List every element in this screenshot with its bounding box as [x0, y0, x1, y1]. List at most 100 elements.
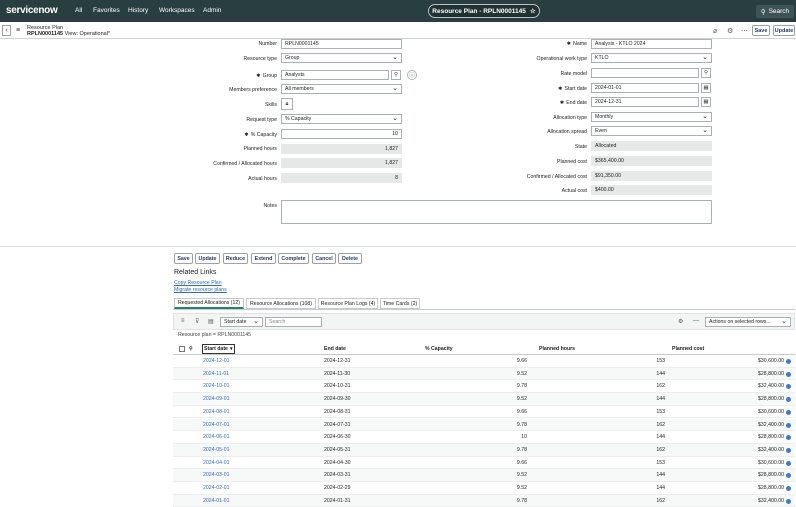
save-action-button[interactable]: Save	[174, 253, 193, 264]
nav-all[interactable]: All	[75, 7, 83, 14]
start-date-cell[interactable]: 2024-09-01	[203, 396, 230, 403]
currency-info-icon[interactable]	[786, 473, 791, 479]
nav-admin[interactable]: Admin	[203, 7, 222, 14]
search-field-select[interactable]: Start date	[220, 317, 263, 327]
column-header-planned-hours[interactable]: Planned hours	[539, 346, 576, 352]
column-search-icon[interactable]: ⚲	[189, 346, 193, 352]
end-date-field[interactable]: 2024-12-31	[591, 97, 699, 107]
tab-time-cards[interactable]: Time Cards (2)	[380, 298, 420, 309]
currency-info-icon[interactable]	[786, 498, 791, 504]
start-date-field[interactable]: 2024-01-01	[591, 83, 699, 93]
reduce-button[interactable]: Reduce	[223, 253, 248, 264]
start-date-cell[interactable]: 2024-01-01	[203, 497, 230, 504]
currency-info-icon[interactable]	[786, 359, 791, 364]
currency-info-icon[interactable]	[786, 422, 791, 428]
group-by-icon[interactable]: ▤	[208, 319, 214, 325]
nav-favorites[interactable]: Favorites	[93, 7, 120, 14]
nav-workspaces[interactable]: Workspaces	[159, 7, 195, 14]
settings-sliders-icon[interactable]: ⚙	[727, 28, 734, 35]
rate-model-search-icon[interactable]: ⚲	[701, 68, 711, 78]
table-row[interactable]: 2024-04-01 2024-04-30 9.66 153 $30,600.00	[173, 457, 795, 470]
table-row[interactable]: 2024-03-01 2024-03-31 9.52 144 $28,800.00	[173, 469, 795, 482]
actions-on-selected-rows-select[interactable]: Actions on selected rows...	[705, 317, 791, 327]
tab-resource-plan-logs[interactable]: Resource Plan Logs (4)	[318, 298, 378, 309]
migrate-resource-plans-link[interactable]: Migrate resource plans	[174, 287, 227, 293]
currency-info-icon[interactable]	[786, 397, 791, 403]
copy-resource-plan-link[interactable]: Copy Resource Plan	[174, 280, 222, 286]
currency-info-icon[interactable]	[786, 447, 791, 453]
record-title-pill[interactable]: Resource Plan - RPLN0001145 ☆	[428, 4, 540, 18]
op-work-type-select[interactable]: KTLO	[591, 53, 712, 63]
skills-lock-icon[interactable]: 🔒︎	[281, 98, 293, 110]
start-date-cell[interactable]: 2024-05-01	[203, 446, 230, 453]
start-date-cell[interactable]: 2024-12-01	[203, 358, 230, 364]
allocation-type-select[interactable]: Monthly	[591, 112, 712, 122]
table-row[interactable]: 2024-09-01 2024-09-30 9.52 144 $28,800.00	[173, 393, 795, 406]
start-date-cell[interactable]: 2024-07-01	[203, 421, 230, 428]
column-header-capacity[interactable]: % Capacity	[425, 346, 453, 352]
start-date-cell[interactable]: 2024-11-01	[203, 370, 230, 377]
delete-button[interactable]: Delete	[338, 253, 362, 264]
table-row[interactable]: 2024-05-01 2024-05-31 9.78 162 $32,400.00	[173, 443, 795, 457]
star-icon[interactable]: ☆	[529, 8, 536, 15]
rate-model-field[interactable]	[591, 68, 699, 78]
request-type-select[interactable]: % Capacity	[281, 114, 402, 124]
start-date-cell[interactable]: 2024-10-01	[203, 383, 230, 390]
start-date-cell[interactable]: 2024-08-01	[203, 408, 230, 415]
context-menu-icon[interactable]: ≡	[16, 27, 21, 34]
group-lookup-search-icon[interactable]: ⚲	[391, 70, 401, 80]
start-date-calendar-icon[interactable]: ▦	[701, 83, 711, 93]
number-field[interactable]: RPLN0001145	[281, 39, 402, 49]
table-row[interactable]: 2024-07-01 2024-07-31 9.78 162 $32,400.00	[173, 418, 795, 432]
list-settings-gear-icon[interactable]: ⚙	[678, 319, 684, 325]
paperclip-icon[interactable]: ⌀	[713, 28, 718, 35]
update-button[interactable]: Update	[773, 25, 795, 36]
table-row[interactable]: 2024-06-01 2024-06-30 10 144 $28,800.00	[173, 431, 795, 444]
currency-info-icon[interactable]	[786, 435, 791, 441]
capacity-field[interactable]: 10	[281, 129, 402, 139]
tab-resource-allocations[interactable]: Resource Allocations (108)	[246, 298, 316, 309]
group-info-icon[interactable]: ⓘ	[407, 70, 417, 80]
cancel-button[interactable]: Cancel	[312, 253, 336, 264]
members-preference-select[interactable]: All members	[281, 84, 402, 94]
column-header-end-date[interactable]: End date	[324, 346, 346, 352]
more-options-icon[interactable]: ⋯	[741, 28, 748, 35]
currency-info-icon[interactable]	[786, 384, 791, 390]
table-row[interactable]: 2024-12-01 2024-12-31 9.66 153 $30,600.00	[173, 355, 795, 368]
allocation-spread-select[interactable]: Even	[591, 126, 712, 136]
table-row[interactable]: 2024-01-01 2024-01-31 9.78 162 $32,400.00	[173, 494, 795, 507]
name-field[interactable]: Analysis - KTLO 2024	[591, 39, 712, 49]
table-row[interactable]: 2024-10-01 2024-10-31 9.78 162 $32,400.00	[173, 380, 795, 394]
table-row[interactable]: 2024-02-01 2024-02-29 9.52 144 $28,800.00	[173, 482, 795, 495]
filter-icon[interactable]: ⊽	[195, 319, 200, 325]
list-breadcrumb[interactable]: Resource plan = RPLN0001145	[178, 332, 252, 338]
tab-requested-allocations[interactable]: Requested Allocations (12)	[174, 298, 244, 309]
currency-info-icon[interactable]	[786, 409, 791, 415]
start-date-cell[interactable]: 2024-04-01	[203, 459, 230, 466]
resource-type-select[interactable]: Group	[281, 53, 402, 63]
currency-info-icon[interactable]	[786, 460, 791, 466]
list-search-input[interactable]: Search	[265, 317, 322, 327]
back-button[interactable]: ‹	[2, 25, 11, 36]
start-date-cell[interactable]: 2024-02-01	[203, 485, 230, 491]
table-row[interactable]: 2024-11-01 2024-11-30 9.52 144 $28,800.00	[173, 367, 795, 381]
nav-history[interactable]: History	[128, 7, 149, 14]
notes-textarea[interactable]	[281, 200, 712, 224]
complete-button[interactable]: Complete	[278, 253, 309, 264]
currency-info-icon[interactable]	[786, 486, 791, 491]
list-menu-icon[interactable]: ≡	[181, 318, 185, 324]
currency-info-icon[interactable]	[786, 371, 791, 377]
start-date-cell[interactable]: 2024-06-01	[203, 434, 230, 441]
servicenow-logo[interactable]: servicenow	[6, 5, 58, 16]
column-header-planned-cost[interactable]: Planned cost	[672, 346, 705, 352]
end-date-calendar-icon[interactable]: ▦	[701, 97, 711, 107]
global-search-button[interactable]: ⚲ Search	[756, 5, 794, 18]
select-all-checkbox[interactable]	[179, 346, 185, 352]
save-button[interactable]: Save	[752, 25, 770, 36]
extend-button[interactable]: Extend	[251, 253, 276, 264]
collapse-icon[interactable]: —	[693, 318, 699, 324]
group-field[interactable]: Analysts	[281, 70, 389, 80]
table-row[interactable]: 2024-08-01 2024-08-31 9.66 153 $30,600.00	[173, 406, 795, 419]
column-header-start-date[interactable]: Start date ▾	[202, 344, 235, 354]
update-action-button[interactable]: Update	[195, 253, 220, 264]
